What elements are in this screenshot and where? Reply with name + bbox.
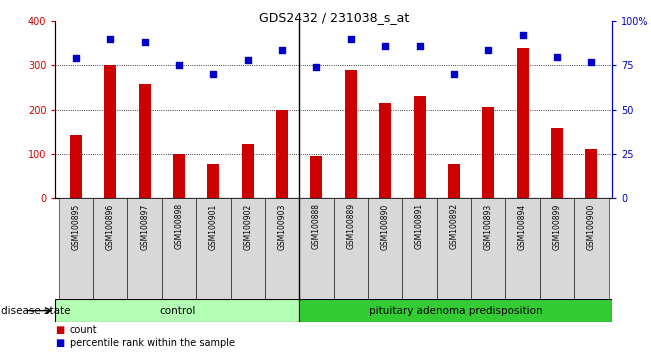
Bar: [59, 198, 93, 301]
Bar: [379, 103, 391, 198]
Text: ■: ■: [55, 325, 64, 335]
Bar: [471, 198, 505, 301]
Point: [71, 56, 81, 61]
Text: GSM100896: GSM100896: [106, 203, 115, 250]
Bar: [551, 128, 563, 198]
Bar: [104, 65, 117, 198]
Bar: [345, 70, 357, 198]
Bar: [482, 107, 494, 198]
Bar: [437, 198, 471, 301]
Bar: [574, 198, 609, 301]
Bar: [311, 156, 322, 198]
Text: GSM100900: GSM100900: [587, 203, 596, 250]
Bar: [299, 299, 612, 322]
Bar: [402, 198, 437, 301]
Text: GSM100895: GSM100895: [72, 203, 81, 250]
Text: GSM100892: GSM100892: [449, 203, 458, 250]
Point: [346, 36, 356, 42]
Text: ■: ■: [55, 338, 64, 348]
Text: GSM100890: GSM100890: [381, 203, 390, 250]
Point: [449, 72, 459, 77]
Point: [586, 59, 596, 65]
Point: [208, 72, 219, 77]
Text: GSM100897: GSM100897: [140, 203, 149, 250]
Point: [243, 57, 253, 63]
Point: [139, 40, 150, 45]
Text: GSM100889: GSM100889: [346, 203, 355, 250]
Bar: [540, 198, 574, 301]
Point: [380, 43, 391, 49]
Point: [311, 64, 322, 70]
Point: [483, 47, 493, 52]
Bar: [208, 164, 219, 198]
Text: GSM100899: GSM100899: [553, 203, 561, 250]
Point: [552, 54, 562, 59]
Bar: [333, 198, 368, 301]
Bar: [585, 149, 598, 198]
Bar: [505, 198, 540, 301]
Bar: [265, 198, 299, 301]
Bar: [128, 198, 162, 301]
Bar: [242, 144, 254, 198]
Point: [105, 36, 115, 42]
Text: GSM100901: GSM100901: [209, 203, 218, 250]
Text: GSM100898: GSM100898: [174, 203, 184, 250]
Text: pituitary adenoma predisposition: pituitary adenoma predisposition: [368, 306, 542, 316]
Text: GSM100902: GSM100902: [243, 203, 252, 250]
Text: GSM100893: GSM100893: [484, 203, 493, 250]
Text: disease state: disease state: [1, 306, 70, 316]
Bar: [162, 198, 196, 301]
Bar: [299, 198, 333, 301]
Bar: [93, 198, 128, 301]
Bar: [196, 198, 230, 301]
Text: control: control: [159, 306, 195, 316]
Bar: [173, 154, 185, 198]
Point: [174, 63, 184, 68]
Text: percentile rank within the sample: percentile rank within the sample: [70, 338, 234, 348]
Bar: [139, 84, 150, 198]
Text: GSM100894: GSM100894: [518, 203, 527, 250]
Bar: [448, 164, 460, 198]
Bar: [517, 48, 529, 198]
Bar: [368, 198, 402, 301]
Text: count: count: [70, 325, 97, 335]
Bar: [70, 135, 82, 198]
Bar: [413, 96, 426, 198]
Text: GSM100903: GSM100903: [277, 203, 286, 250]
Bar: [276, 110, 288, 198]
Bar: [230, 198, 265, 301]
Point: [277, 47, 287, 52]
Text: GDS2432 / 231038_s_at: GDS2432 / 231038_s_at: [258, 11, 409, 24]
Point: [518, 33, 528, 38]
Text: GSM100891: GSM100891: [415, 203, 424, 250]
Text: GSM100888: GSM100888: [312, 203, 321, 249]
Point: [414, 43, 424, 49]
Bar: [55, 299, 299, 322]
